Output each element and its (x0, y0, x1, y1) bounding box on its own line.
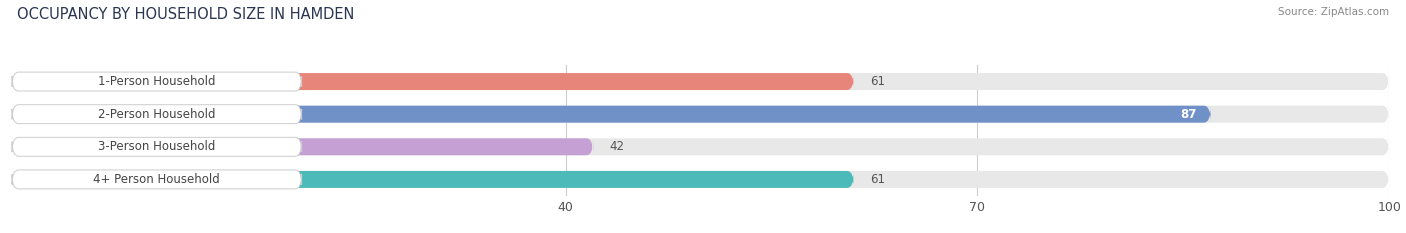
FancyBboxPatch shape (17, 106, 1211, 123)
Text: 42: 42 (610, 140, 624, 153)
FancyBboxPatch shape (17, 106, 1389, 123)
FancyBboxPatch shape (17, 171, 1389, 188)
FancyBboxPatch shape (13, 105, 302, 124)
Text: 3-Person Household: 3-Person Household (98, 140, 215, 153)
FancyBboxPatch shape (17, 171, 853, 188)
FancyBboxPatch shape (17, 138, 593, 155)
Text: 2-Person Household: 2-Person Household (98, 108, 215, 121)
FancyBboxPatch shape (13, 137, 302, 156)
Text: Source: ZipAtlas.com: Source: ZipAtlas.com (1278, 7, 1389, 17)
Text: 4+ Person Household: 4+ Person Household (93, 173, 221, 186)
FancyBboxPatch shape (13, 72, 302, 91)
FancyBboxPatch shape (17, 73, 1389, 90)
Text: 87: 87 (1181, 108, 1197, 121)
FancyBboxPatch shape (13, 170, 302, 189)
Text: 1-Person Household: 1-Person Household (98, 75, 215, 88)
Text: OCCUPANCY BY HOUSEHOLD SIZE IN HAMDEN: OCCUPANCY BY HOUSEHOLD SIZE IN HAMDEN (17, 7, 354, 22)
FancyBboxPatch shape (17, 73, 853, 90)
FancyBboxPatch shape (17, 138, 1389, 155)
Text: 61: 61 (870, 75, 886, 88)
Text: 61: 61 (870, 173, 886, 186)
